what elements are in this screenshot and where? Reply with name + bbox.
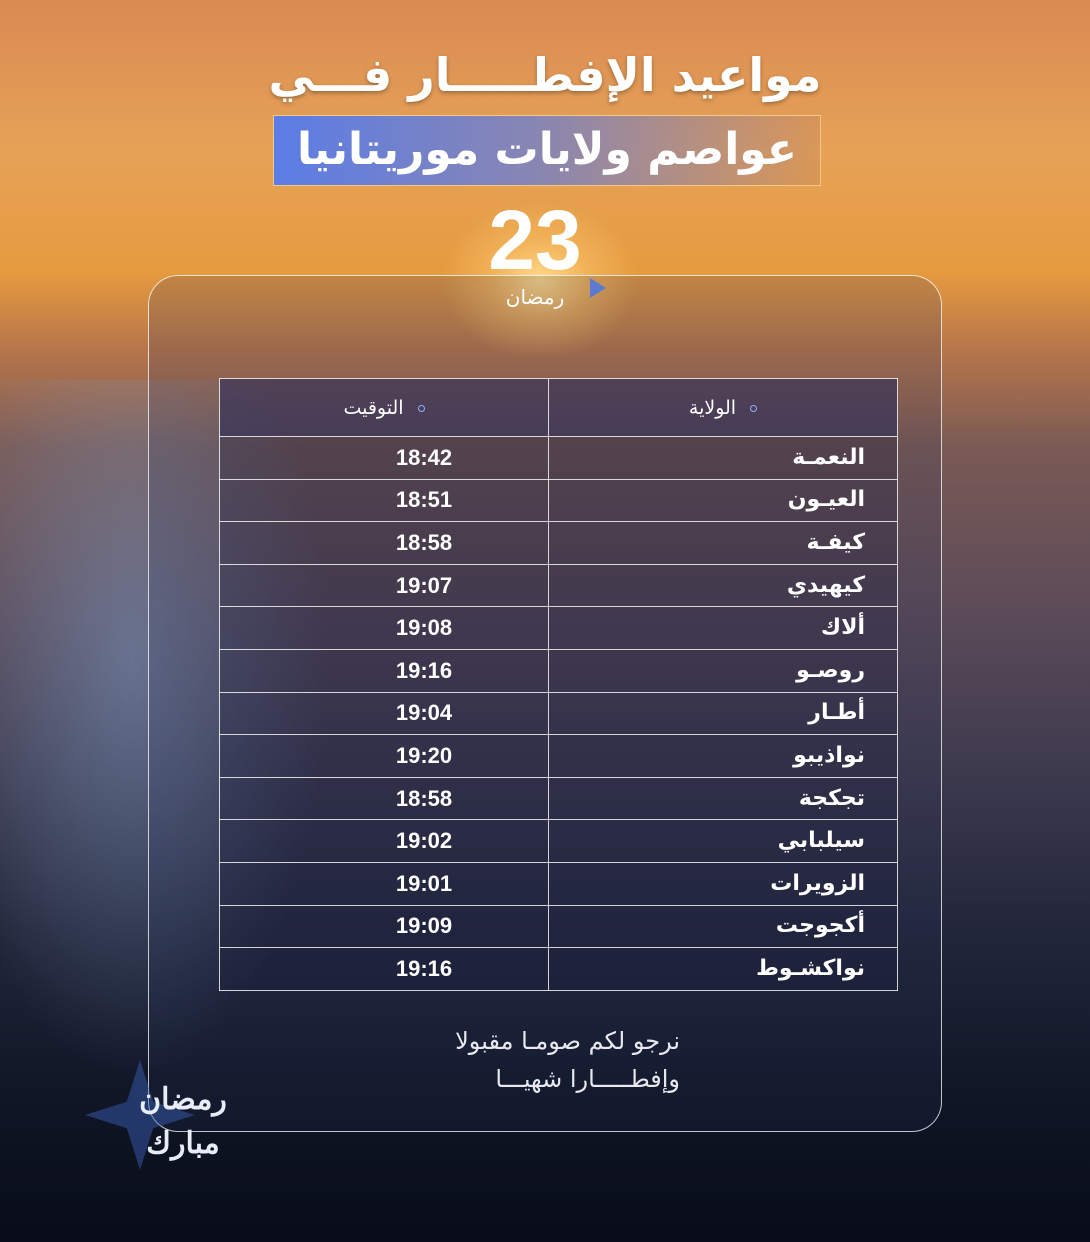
- region-cell: الزويرات: [548, 861, 898, 906]
- region-cell: العيـون: [548, 478, 898, 523]
- table-row: نواذيبو 19:20: [219, 734, 898, 778]
- table-header: الولاية التوقيت: [219, 378, 898, 437]
- sun-glow: [440, 200, 640, 360]
- arrow-icon: [590, 278, 606, 298]
- time-cell: 19:02: [219, 819, 549, 863]
- time-cell: 19:08: [219, 606, 549, 650]
- table-row: كيفـة 18:58: [219, 521, 898, 565]
- wish-line2: وإفطـــــارا شهيـــا: [495, 1065, 680, 1093]
- table-row: النعمـة 18:42: [219, 436, 898, 480]
- table-row: أطـار 19:04: [219, 691, 898, 736]
- region-cell: روصـو: [548, 648, 898, 693]
- table-row: العيـون 18:51: [219, 478, 898, 523]
- table-row: كيهيدي 19:07: [219, 563, 898, 608]
- region-cell: أطـار: [548, 691, 898, 736]
- time-cell: 19:09: [219, 904, 549, 949]
- table-row: الزويرات 19:01: [219, 861, 898, 906]
- time-cell: 19:01: [219, 861, 549, 906]
- region-cell: نواذيبو: [548, 734, 898, 778]
- wish-line1: نرجو لكم صومـا مقبولا: [455, 1027, 680, 1055]
- table-row: تجكجة 18:58: [219, 776, 898, 821]
- region-cell: كيفـة: [548, 521, 898, 565]
- wish-text: نرجو لكم صومـا مقبولا وإفطـــــارا شهيــ…: [380, 1022, 680, 1098]
- table-row: نواكشـوط 19:16: [219, 947, 898, 991]
- time-cell: 18:58: [219, 776, 549, 821]
- region-cell: كيهيدي: [548, 563, 898, 608]
- time-cell: 18:51: [219, 478, 549, 523]
- time-cell: 19:16: [219, 648, 549, 693]
- month-label: رمضان: [505, 285, 565, 309]
- time-cell: 18:58: [219, 521, 549, 565]
- bullet-icon: [417, 404, 425, 412]
- time-cell: 19:20: [219, 734, 549, 778]
- iftar-table: الولاية التوقيت النعمـة 18:42 العيـون 18:51…: [219, 378, 898, 991]
- header-time: التوقيت: [219, 378, 549, 437]
- table-row: سيلبابي 19:02: [219, 819, 898, 863]
- header-region: الولاية: [548, 378, 898, 437]
- day-number: 23: [488, 193, 582, 287]
- region-cell: سيلبابي: [548, 819, 898, 863]
- title-line2: عواصم ولايات موريتانيا: [273, 115, 821, 186]
- table-row: روصـو 19:16: [219, 648, 898, 693]
- region-cell: ألاك: [548, 606, 898, 650]
- region-cell: أكجوجت: [548, 904, 898, 949]
- time-cell: 18:42: [219, 436, 549, 480]
- title-line1: مواعيد الإفطـــــار فـــي: [268, 48, 822, 102]
- ramadan-mubarak-logo: رمضان مبارك: [139, 1082, 227, 1161]
- time-cell: 19:07: [219, 563, 549, 608]
- region-cell: نواكشـوط: [548, 947, 898, 991]
- region-cell: النعمـة: [548, 436, 898, 480]
- table-row: ألاك 19:08: [219, 606, 898, 650]
- time-cell: 19:16: [219, 947, 549, 991]
- time-cell: 19:04: [219, 691, 549, 736]
- region-cell: تجكجة: [548, 776, 898, 821]
- table-row: أكجوجت 19:09: [219, 904, 898, 949]
- bullet-icon: [750, 404, 758, 412]
